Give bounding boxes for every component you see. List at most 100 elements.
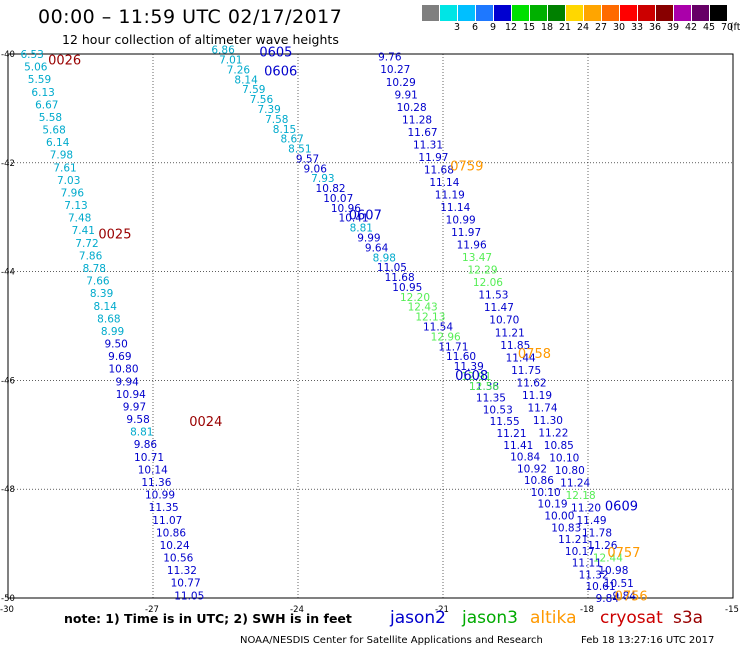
wave-height-value: 12.20 (400, 292, 430, 304)
wave-height-value: 5.68 (42, 125, 65, 137)
latitude-tick-label: -46 (1, 376, 15, 386)
generation-timestamp: Feb 18 13:27:16 UTC 2017 (581, 635, 715, 646)
wave-height-value: 9.64 (365, 242, 389, 254)
wave-height-value: 11.47 (484, 302, 514, 314)
wave-height-value: 8.39 (90, 288, 113, 300)
legend-label: 36 (648, 22, 662, 33)
wave-height-value: 8.51 (288, 144, 311, 156)
wave-height-value: 10.70 (489, 315, 519, 327)
wave-height-value: 11.26 (587, 540, 617, 552)
legend-swatch (656, 5, 673, 21)
legend-label: 18 (540, 22, 554, 33)
wave-height-value: 10.77 (171, 578, 201, 590)
legend-swatch (674, 5, 691, 21)
wave-height-value: 11.60 (446, 351, 476, 363)
wave-height-value: 10.41 (339, 213, 369, 225)
wave-height-value: 10.27 (380, 64, 410, 76)
legend-label: 33 (630, 22, 644, 33)
legend-swatch (476, 5, 493, 21)
wave-height-value: 10.10 (549, 453, 579, 465)
wave-height-value: 11.54 (423, 322, 453, 334)
wave-height-value: 11.67 (408, 127, 438, 139)
legend-swatch (440, 5, 457, 21)
wave-height-value: 11.19 (435, 189, 465, 201)
wave-height-value: 11.28 (402, 114, 432, 126)
legend-swatch (638, 5, 655, 21)
pass-number-label: 0759 (450, 160, 483, 175)
wave-height-value: 12.44 (593, 553, 623, 565)
legend-swatch (548, 5, 565, 21)
wave-height-value: 11.68 (385, 272, 415, 284)
satellite-name-cryosat: cryosat (600, 608, 663, 628)
wave-height-value: 8.14 (94, 301, 118, 313)
wave-height-value: 10.61 (585, 581, 615, 593)
legend-label: 39 (666, 22, 680, 33)
wave-height-value: 12.06 (473, 277, 503, 289)
wave-height-value: 10.95 (392, 282, 422, 294)
legend-label: 3 (453, 22, 461, 33)
legend-unit: (ft) (729, 22, 740, 33)
wave-height-value: 9.06 (304, 163, 328, 175)
wave-height-value: 6.14 (46, 137, 70, 149)
wave-height-value: 11.05 (377, 262, 407, 274)
legend-swatch (620, 5, 637, 21)
legend-swatch (530, 5, 547, 21)
wave-height-value: 7.93 (311, 173, 334, 185)
wave-height-value: 8.67 (280, 134, 303, 146)
s3a-track: 6.535.065.596.136.675.585.686.147.987.61… (20, 49, 204, 602)
wave-height-value: 10.28 (397, 102, 427, 114)
wave-height-value: 10.00 (544, 510, 574, 522)
legend-label: 21 (558, 22, 572, 33)
credit-line: NOAA/NESDIS Center for Satellite Applica… (240, 635, 543, 646)
latitude-tick-label: -42 (1, 159, 15, 169)
wave-height-value: 10.29 (386, 77, 416, 89)
satellite-name-altika: altika (530, 608, 577, 628)
satellite-tracks: 6.535.065.596.136.675.585.686.147.987.61… (20, 45, 636, 605)
wave-height-value: 7.72 (75, 238, 98, 250)
wave-height-value: 11.21 (558, 534, 588, 546)
wave-height-value: 10.92 (517, 463, 547, 475)
jason2-west-track: 6.867.017.268.147.597.567.397.588.158.67… (211, 45, 499, 393)
pass-number-label: 0607 (349, 208, 382, 223)
legend-swatch (710, 5, 727, 21)
wave-height-value: 7.01 (219, 55, 242, 67)
wave-height-value: 11.05 (174, 590, 204, 602)
wave-height-value: 11.75 (511, 365, 541, 377)
wave-height-value: 6.13 (31, 87, 54, 99)
wave-height-value: 8.14 (234, 74, 258, 86)
graticule (7, 53, 734, 599)
wave-height-value: 10.10 (531, 487, 561, 499)
legend-label: 15 (522, 22, 536, 33)
wave-height-value: 11.20 (571, 503, 601, 515)
pass-labels: 0026 0025 0024 0605 0606 0607 0608 0609 0759 0758… (48, 45, 648, 604)
wave-height-value: 5.06 (24, 62, 48, 74)
wave-height-value: 11.55 (490, 416, 520, 428)
jason2-east-track: 12.5611.3510.5311.5511.2111.4110.8410.92… (469, 381, 619, 605)
wave-height-value: 10.83 (551, 522, 581, 534)
legend-swatch (512, 5, 529, 21)
wave-height-value: 11.32 (167, 565, 197, 577)
wave-height-value: 10.94 (116, 389, 146, 401)
pass-number-label: 0758 (518, 347, 551, 362)
wave-height-value: 10.99 (145, 490, 175, 502)
wave-height-value: 7.39 (257, 104, 280, 116)
legend-swatch (494, 5, 511, 21)
wave-height-value: 12.29 (467, 265, 497, 277)
wave-height-value: 11.11 (572, 558, 602, 570)
wave-height-value: 10.14 (138, 464, 168, 476)
wave-height-value: 6.86 (211, 45, 235, 57)
wave-height-value: 7.61 (53, 162, 76, 174)
wave-height-value: 10.86 (524, 475, 554, 487)
latitude-tick-label: -40 (1, 50, 15, 60)
wave-height-value: 11.31 (413, 139, 443, 151)
wave-height-value: 8.15 (273, 124, 296, 136)
wave-height-value: 10.53 (483, 404, 513, 416)
wave-height-value: 10.80 (555, 465, 585, 477)
pass-number-label: 0757 (607, 546, 640, 561)
wave-height-value: 8.78 (83, 263, 106, 275)
longitude-tick-label: -18 (580, 605, 594, 615)
wave-height-value: 12.91 (461, 371, 491, 383)
wave-height-value: 11.97 (451, 227, 481, 239)
wave-height-value: 8.81 (350, 223, 373, 235)
wave-height-value: 8.81 (130, 427, 153, 439)
